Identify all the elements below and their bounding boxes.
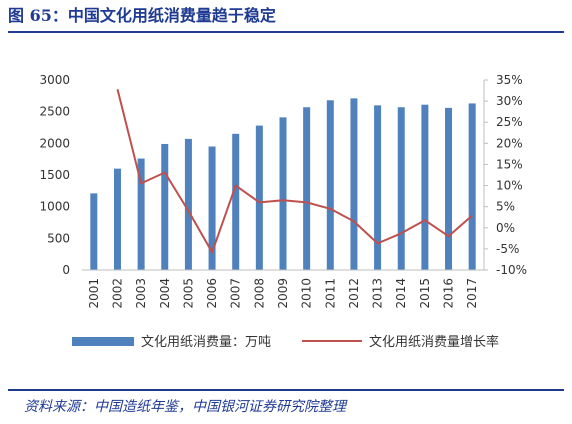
bar <box>161 143 169 270</box>
x-tick-label: 2008 <box>252 278 266 309</box>
y-right-tick-label: 10% <box>496 179 523 193</box>
y-left-tick-label: 2000 <box>39 136 70 150</box>
y-left-tick-label: 0 <box>62 263 70 277</box>
bar <box>350 98 358 270</box>
x-tick-label: 2009 <box>276 278 290 309</box>
y-right-tick-label: 25% <box>496 115 523 129</box>
growth-rate-line <box>116 89 473 254</box>
x-tick-label: 2012 <box>347 278 361 309</box>
y-left-tick-label: 1000 <box>39 200 70 214</box>
x-tick-label: 2015 <box>418 278 432 309</box>
x-tick-label: 2007 <box>229 278 243 309</box>
bar <box>184 138 192 270</box>
right-axis: -10% -5% 0% 5% 10% 15% 20% 25% 30% 35% <box>483 73 527 277</box>
bar <box>397 107 405 270</box>
x-tick-label: 2005 <box>181 278 195 309</box>
legend: 文化用纸消费量：万吨 文化用纸消费量增长率 <box>72 334 499 350</box>
x-axis: 2001 2002 2003 2004 2005 2006 2007 2008 2009 2010… <box>82 269 484 309</box>
y-right-tick-label: 20% <box>496 136 523 150</box>
y-left-tick-label: 3000 <box>39 73 70 87</box>
x-tick-label: 2014 <box>394 278 408 309</box>
bar <box>208 146 216 270</box>
y-right-tick-label: -10% <box>496 263 527 277</box>
y-right-tick-label: 35% <box>496 73 523 87</box>
bar <box>421 104 429 270</box>
y-right-tick-label: -5% <box>496 242 519 256</box>
legend-line-label: 文化用纸消费量增长率 <box>369 334 499 350</box>
bar <box>90 193 98 270</box>
bar <box>445 107 453 270</box>
x-tick-label: 2011 <box>323 278 337 309</box>
line-series <box>116 89 473 254</box>
y-right-tick-label: 15% <box>496 157 523 171</box>
y-right-tick-label: 0% <box>496 221 515 235</box>
y-right-tick-label: 5% <box>496 200 515 214</box>
y-left-tick-label: 500 <box>47 231 70 245</box>
y-right-tick-label: 30% <box>496 94 523 108</box>
x-tick-label: 2006 <box>205 278 219 309</box>
x-tick-label: 2002 <box>110 278 124 309</box>
bar <box>374 105 382 270</box>
bar <box>303 107 311 270</box>
bar <box>113 168 121 270</box>
left-axis: 0 500 1000 1500 2000 2500 3000 <box>39 73 70 277</box>
x-tick-label: 2001 <box>87 278 101 309</box>
x-tick-label: 2003 <box>134 278 148 309</box>
bar-series <box>90 98 476 271</box>
bar <box>468 103 476 270</box>
bar <box>232 133 240 270</box>
source-note: 资料来源：中国造纸年鉴，中国银河证券研究院整理 <box>24 399 346 415</box>
legend-bar-label: 文化用纸消费量：万吨 <box>141 335 271 350</box>
x-tick-label: 2013 <box>371 278 385 309</box>
x-tick-label: 2017 <box>465 278 479 309</box>
x-tick-label: 2016 <box>442 278 456 309</box>
chart: 0 500 1000 1500 2000 2500 3000 -10% -5% 0% 5% 10% 1… <box>39 73 527 350</box>
x-tick-label: 2010 <box>300 278 314 309</box>
bar <box>255 125 263 270</box>
source-rule <box>8 389 564 391</box>
figure-title: 图 65：中国文化用纸消费量趋于稳定 <box>8 6 276 25</box>
bar <box>137 158 145 270</box>
bar <box>326 100 334 271</box>
y-left-tick-label: 1500 <box>39 168 70 182</box>
y-left-tick-label: 2500 <box>39 105 70 119</box>
title-rule <box>8 31 564 33</box>
bar <box>279 117 287 270</box>
legend-bar-swatch <box>72 337 134 346</box>
x-tick-label: 2004 <box>158 278 172 309</box>
